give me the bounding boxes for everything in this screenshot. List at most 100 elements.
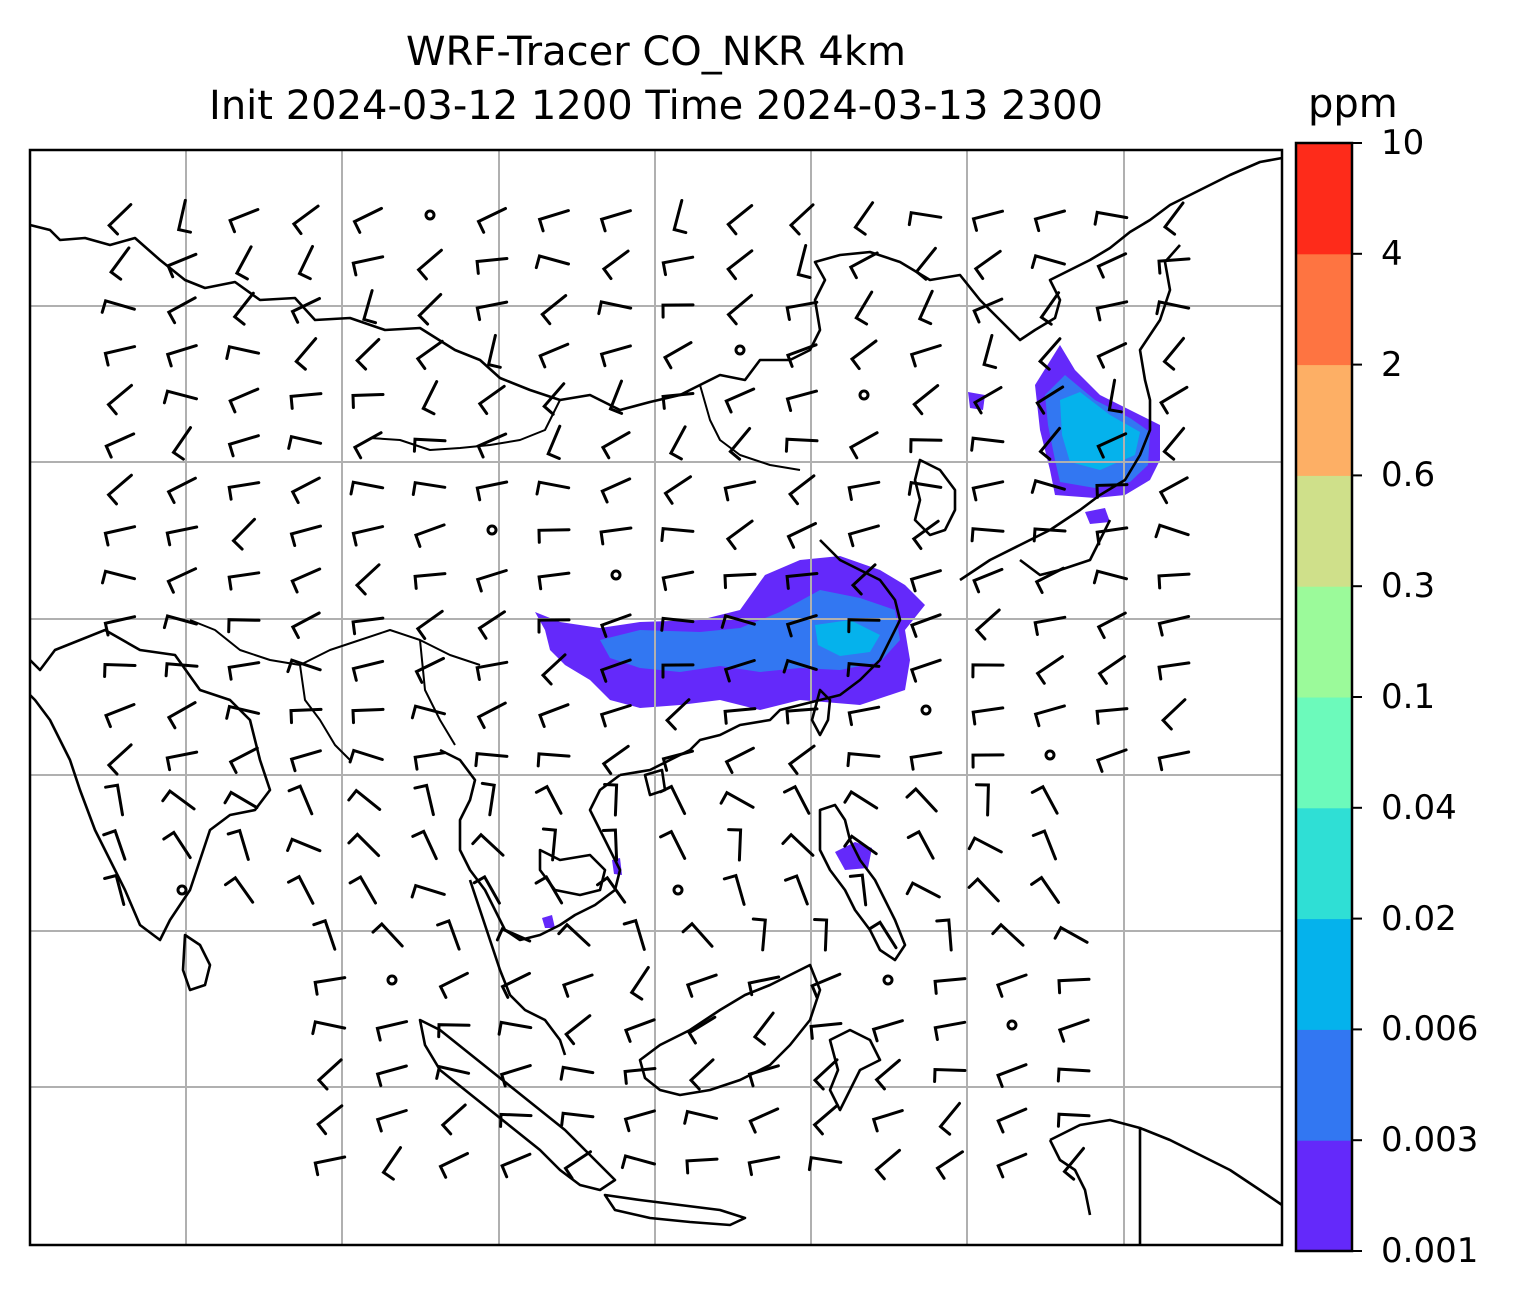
wind-barb [991, 922, 1025, 947]
wind-barb [748, 1107, 780, 1134]
wind-barb [685, 973, 718, 998]
wind-barb [375, 1064, 408, 1088]
wind-barb [287, 784, 314, 816]
wind-barb [1033, 209, 1066, 233]
wind-barb [1159, 385, 1189, 415]
wind-barb [165, 344, 198, 368]
wind-barb [500, 971, 531, 999]
wind-barb [225, 345, 261, 360]
wind-barb [471, 832, 505, 857]
wind-barb [1095, 526, 1129, 546]
wind-barb [812, 1058, 839, 1091]
wind-barb [166, 701, 197, 730]
plume-small-2 [1085, 508, 1110, 524]
coast-newguinea [1048, 1118, 1283, 1245]
wind-barb [109, 246, 131, 281]
wind-barb [783, 784, 811, 815]
colorbar-segment [1296, 697, 1352, 809]
wind-barb [171, 426, 192, 461]
wind-barb [1056, 1112, 1091, 1128]
wind-barb [362, 289, 377, 325]
wind-barb [868, 920, 898, 950]
coast-sumatra [418, 1018, 617, 1192]
wind-barb [848, 431, 879, 460]
wind-barb [909, 613, 942, 638]
wind-barb [351, 255, 385, 277]
coast-malay-peninsula [468, 879, 567, 1056]
wind-barb [854, 290, 874, 326]
wind-barb [781, 832, 815, 857]
wind-barb [354, 563, 381, 596]
colorbar-tick-label: 0.003 [1381, 1120, 1479, 1161]
wind-barb [291, 204, 320, 236]
wind-barb [596, 875, 627, 904]
wind-barb [475, 480, 509, 502]
colorbar-tick-label: 0.3 [1381, 566, 1436, 607]
wind-barb [1162, 201, 1185, 236]
wind-barb [813, 918, 829, 952]
wind-barb [540, 294, 568, 326]
wind-barb [982, 334, 998, 370]
wind-barb [1096, 342, 1128, 369]
coast-india [29, 628, 272, 942]
wind-barb [661, 255, 695, 277]
wind-barb [347, 788, 382, 811]
wind-barb [414, 656, 445, 684]
wind-barb [623, 1067, 657, 1085]
wind-barb [227, 434, 260, 458]
wind-barb [725, 519, 754, 551]
colorbar-segment [1296, 807, 1352, 920]
coastlines [29, 156, 1283, 1245]
wind-barb [1039, 291, 1061, 326]
wind-barb [1093, 210, 1129, 226]
wind-barb [843, 789, 879, 810]
wind-barb [438, 971, 469, 999]
wind-barb [560, 1111, 595, 1127]
wind-barb [1097, 655, 1126, 685]
wind-barb [316, 1104, 344, 1136]
colorbar-segment [1296, 1029, 1352, 1141]
colorbar-segment [1296, 918, 1352, 1030]
wind-barb [534, 784, 563, 815]
wind-barb [599, 704, 632, 728]
wind-barb [785, 300, 819, 321]
wind-barb [874, 1148, 901, 1181]
wind-barb [435, 1064, 471, 1080]
wind-barb [1154, 523, 1190, 539]
wind-barb [294, 337, 318, 371]
wind-barb [723, 480, 757, 502]
wind-barb [846, 661, 881, 678]
wind-barb [622, 918, 646, 951]
wind-barb [289, 524, 322, 547]
wind-barb [162, 389, 198, 405]
colorbar-segment [1296, 364, 1352, 476]
wind-barb [311, 1020, 347, 1036]
wind-barb [972, 297, 1004, 324]
wind-barb [499, 1112, 533, 1128]
wind-barb [685, 1157, 719, 1175]
wind-barb [1107, 378, 1123, 414]
wind-barb [537, 571, 571, 591]
wind-barb [417, 293, 443, 326]
wind-barb [1030, 478, 1066, 494]
wind-barb [540, 653, 567, 686]
map-gridlines [30, 150, 1282, 1245]
wind-barb [847, 480, 881, 501]
wind-barb [784, 874, 809, 906]
wind-barb [103, 525, 137, 547]
wind-barb [599, 658, 632, 683]
wind-barb [162, 614, 198, 630]
wind-barb [500, 1152, 532, 1179]
wind-calm-circle [486, 524, 498, 536]
wind-calm-circle [882, 974, 894, 986]
wind-barb [316, 1058, 343, 1091]
wind-barb [351, 707, 385, 725]
wind-barb [287, 874, 315, 905]
colorbar-tick-label: 0.04 [1381, 787, 1457, 828]
wind-barb [847, 524, 880, 548]
wind-barb [935, 918, 953, 952]
plume-china-core [815, 620, 880, 656]
wind-barb [564, 1014, 592, 1046]
wind-barb [810, 972, 842, 999]
wind-barb [603, 783, 619, 817]
